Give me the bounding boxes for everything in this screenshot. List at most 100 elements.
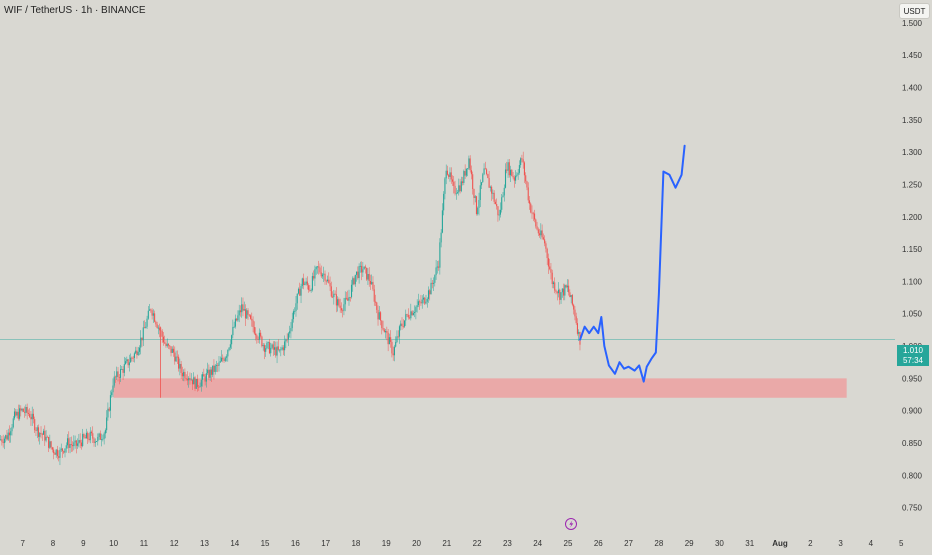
x-tick-label: 19 bbox=[382, 539, 391, 548]
candle bbox=[502, 195, 504, 198]
candle bbox=[486, 169, 488, 175]
candle bbox=[251, 318, 253, 321]
candle bbox=[244, 309, 247, 319]
candle bbox=[75, 440, 77, 446]
candle bbox=[220, 357, 223, 362]
candle bbox=[448, 174, 450, 177]
candle bbox=[7, 432, 9, 440]
candle bbox=[276, 346, 278, 356]
candle bbox=[528, 200, 531, 204]
candle bbox=[234, 318, 236, 327]
candle bbox=[58, 456, 60, 458]
candle bbox=[374, 301, 377, 303]
candle bbox=[547, 258, 549, 267]
candle bbox=[429, 290, 431, 295]
candle bbox=[401, 323, 403, 327]
candle bbox=[184, 371, 186, 379]
candle bbox=[209, 369, 211, 378]
candle bbox=[493, 192, 495, 202]
candle bbox=[566, 285, 568, 288]
candle bbox=[305, 281, 307, 284]
candle bbox=[258, 332, 260, 340]
candle bbox=[555, 290, 557, 292]
candle bbox=[438, 266, 440, 268]
candle bbox=[24, 411, 26, 413]
candle bbox=[557, 289, 560, 294]
candle bbox=[128, 362, 130, 366]
candle bbox=[396, 336, 398, 343]
candle bbox=[188, 378, 190, 381]
candle bbox=[297, 288, 300, 294]
candle bbox=[344, 297, 346, 305]
candle bbox=[498, 214, 500, 216]
candle bbox=[540, 230, 542, 236]
currency-button[interactable]: USDT bbox=[899, 3, 930, 19]
candle bbox=[178, 356, 180, 369]
y-tick-label: 1.350 bbox=[902, 116, 923, 125]
candle bbox=[55, 449, 57, 455]
candle bbox=[224, 357, 226, 361]
candle bbox=[357, 271, 359, 279]
candle bbox=[487, 174, 489, 179]
candle bbox=[267, 342, 269, 343]
candle bbox=[117, 371, 119, 378]
candle bbox=[454, 185, 456, 194]
candle bbox=[122, 369, 124, 373]
candle bbox=[433, 282, 435, 284]
candle bbox=[66, 438, 69, 446]
candle bbox=[460, 181, 462, 192]
candle bbox=[507, 162, 509, 171]
y-tick-label: 0.800 bbox=[902, 471, 923, 480]
candle bbox=[511, 169, 513, 176]
candle bbox=[222, 357, 224, 360]
candle bbox=[504, 169, 507, 188]
candle bbox=[74, 440, 76, 443]
candle bbox=[578, 331, 580, 334]
lightning-icon[interactable] bbox=[565, 518, 577, 530]
candle bbox=[354, 274, 356, 285]
candle bbox=[88, 438, 90, 441]
candle bbox=[391, 341, 393, 354]
candle bbox=[39, 432, 41, 437]
candle bbox=[78, 440, 80, 444]
x-tick-label: 30 bbox=[715, 539, 724, 548]
candle bbox=[89, 431, 91, 441]
candle bbox=[156, 324, 158, 328]
candle bbox=[167, 343, 170, 346]
candle bbox=[463, 171, 465, 183]
candle bbox=[412, 313, 414, 316]
candle bbox=[465, 168, 467, 176]
candle bbox=[263, 345, 265, 352]
candle bbox=[35, 430, 37, 432]
candle bbox=[403, 320, 406, 327]
candle bbox=[26, 406, 28, 413]
candle bbox=[456, 192, 459, 194]
candle bbox=[473, 189, 475, 198]
candle bbox=[135, 350, 137, 354]
candle bbox=[40, 432, 42, 434]
x-tick-label: 29 bbox=[685, 539, 694, 548]
candle bbox=[137, 351, 139, 356]
candle bbox=[51, 447, 53, 450]
candle bbox=[323, 273, 325, 275]
countdown-timer: 57:34 bbox=[902, 356, 924, 365]
candle bbox=[342, 310, 344, 312]
candle bbox=[510, 169, 512, 176]
candle bbox=[328, 279, 330, 283]
candle bbox=[84, 437, 86, 439]
candle bbox=[409, 317, 411, 319]
candle bbox=[427, 290, 430, 299]
candle bbox=[133, 353, 135, 358]
candle bbox=[5, 435, 7, 439]
candle bbox=[539, 233, 541, 236]
candle bbox=[304, 283, 306, 285]
candle bbox=[203, 374, 205, 377]
candle bbox=[484, 168, 486, 170]
candle bbox=[430, 282, 432, 295]
candle bbox=[329, 282, 331, 287]
candle bbox=[82, 434, 84, 447]
candle bbox=[217, 365, 219, 367]
candle bbox=[204, 376, 206, 382]
